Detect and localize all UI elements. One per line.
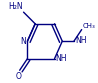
Text: H₂N: H₂N [8,2,23,11]
Text: CH₃: CH₃ [83,23,95,29]
Text: O: O [16,72,22,81]
Text: N: N [21,37,26,46]
Text: NH: NH [75,36,86,45]
Text: NH: NH [55,54,67,63]
